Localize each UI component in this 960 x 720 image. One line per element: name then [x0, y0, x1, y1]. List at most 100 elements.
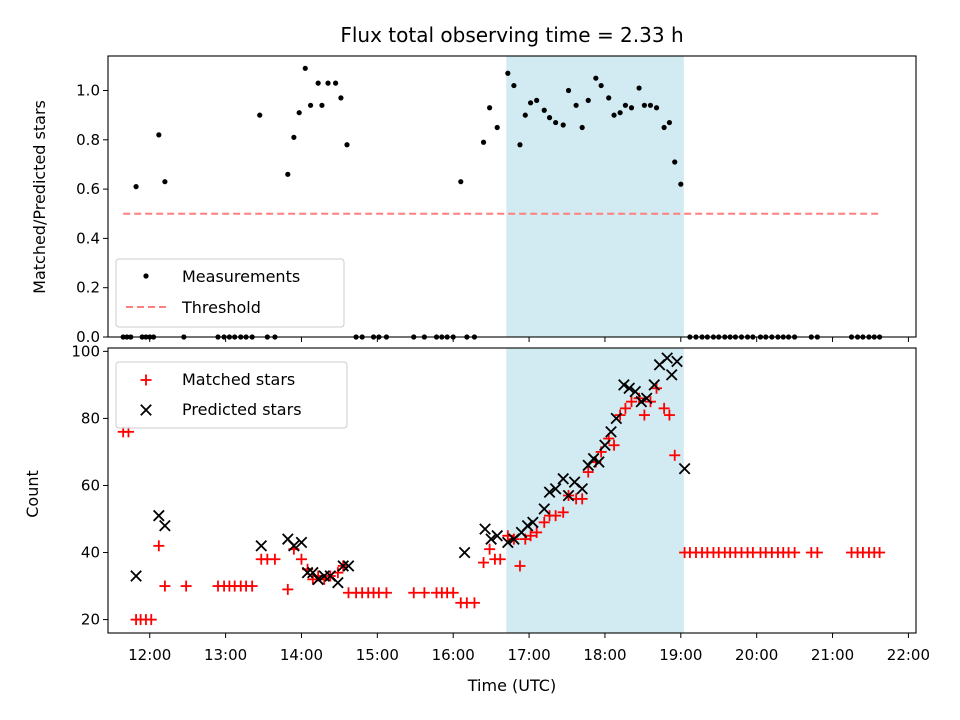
- predicted-stars-point-22-b: [521, 519, 534, 532]
- predicted-stars-point-34-b: [599, 439, 611, 452]
- matched-stars-point-57: [550, 510, 562, 522]
- predicted-stars-point-3-b: [255, 539, 268, 552]
- predicted-stars-point-45-b: [665, 368, 678, 381]
- matched-stars-point-21: [295, 553, 307, 565]
- y-tick-label-1: 0.2: [76, 279, 100, 297]
- measurements-point-31: [344, 142, 350, 148]
- predicted-stars-point-2: [159, 519, 171, 532]
- predicted-stars-point-13: [337, 560, 350, 572]
- matched-stars-point-46: [484, 543, 496, 555]
- measurements-point-28: [325, 80, 331, 86]
- predicted-stars-point-44-b: [661, 352, 673, 364]
- measurements-point-77: [678, 181, 684, 187]
- predicted-stars-point-41-b: [640, 392, 653, 405]
- top-y-axis-label: Matched/Predicted stars: [30, 100, 49, 294]
- top-legend-box: [115, 258, 345, 328]
- bottom-legend-label-matched: Matched stars: [182, 370, 295, 389]
- predicted-stars-point-18-b: [491, 529, 504, 542]
- predicted-stars-point-35-b: [605, 425, 617, 438]
- top-observing-span: [506, 56, 684, 337]
- top-plot-marks: [120, 65, 883, 340]
- x-tick-label-8: 20:00: [735, 646, 778, 664]
- top-legend: Measurements Threshold: [115, 258, 345, 328]
- predicted-stars-point-42: [648, 379, 661, 391]
- bottom-legend: Matched stars Predicted stars: [115, 361, 348, 429]
- matched-stars-point-6: [153, 540, 165, 552]
- predicted-stars-point-40-b: [635, 395, 648, 408]
- predicted-stars-point-26-b: [549, 482, 562, 495]
- matched-stars-point-74: [658, 402, 670, 414]
- measurements-point-72: [647, 102, 654, 108]
- predicted-stars-point-33: [593, 456, 605, 468]
- predicted-stars-point-24: [538, 503, 551, 515]
- matched-stars-series: [117, 382, 886, 626]
- predicted-stars-point-30: [576, 482, 589, 495]
- y-tick-label-3: 80: [81, 409, 100, 427]
- matched-stars-point-58: [557, 506, 569, 518]
- matched-stars-point-53: [525, 530, 537, 542]
- matched-stars-point-54: [531, 526, 543, 538]
- predicted-stars-point-19-b: [501, 536, 514, 549]
- measurements-point-22: [291, 134, 297, 140]
- predicted-stars-point-1: [152, 509, 165, 522]
- predicted-stars-point-44: [661, 352, 673, 364]
- measurements-legend-marker: [143, 273, 149, 279]
- predicted-stars-point-0-b: [130, 570, 142, 582]
- predicted-stars-point-25-b: [543, 486, 556, 499]
- measurements-point-60: [573, 102, 579, 108]
- predicted-legend-glyph: [140, 404, 152, 416]
- predicted-stars-point-30-b: [576, 482, 589, 495]
- observing-window-span: [506, 348, 684, 633]
- y-tick-label-1: 40: [81, 544, 100, 562]
- predicted-stars-point-8: [307, 566, 319, 579]
- predicted-stars-point-12-b: [332, 576, 344, 589]
- y-tick-label-5: 1.0: [76, 82, 100, 100]
- predicted-stars-point-36: [610, 412, 623, 425]
- predicted-stars-point-23-b: [527, 516, 539, 529]
- predicted-stars-point-42-b: [648, 379, 661, 391]
- matched-stars-point-19: [282, 583, 294, 595]
- predicted-stars-point-29-b: [568, 476, 581, 488]
- measurements-point-53: [527, 100, 534, 106]
- y-tick-label-2: 0.4: [76, 229, 100, 247]
- measurements-point-52: [522, 112, 528, 118]
- matched-stars-point-68: [619, 402, 631, 414]
- matched-stars-point-48: [494, 553, 506, 565]
- matched-stars-point-98: [811, 547, 823, 559]
- matched-stars-point-76: [669, 449, 681, 461]
- predicted-stars-point-47-b: [678, 462, 691, 475]
- matched-stars-point-7: [159, 580, 171, 592]
- matched-stars-point-104: [874, 547, 886, 559]
- predicted-stars-point-5-b: [288, 539, 300, 552]
- predicted-stars-point-28: [562, 489, 575, 502]
- measurements-point-21: [285, 171, 291, 177]
- predicted-stars-point-38: [623, 382, 636, 395]
- x-tick-label-6: 18:00: [583, 646, 626, 664]
- measurements-point-49: [505, 70, 511, 76]
- predicted-stars-point-6-b: [295, 536, 308, 549]
- measurements-point-46: [480, 139, 487, 145]
- matched-stars-point-61: [576, 493, 588, 505]
- predicted-stars-point-7-b: [301, 566, 314, 579]
- predicted-stars-point-16: [479, 523, 491, 535]
- x-tick-label-7: 19:00: [659, 646, 702, 664]
- measurements-point-66: [611, 112, 617, 118]
- predicted-legend-glyph-b: [140, 404, 152, 416]
- measurements-point-61: [579, 124, 585, 131]
- predicted-stars-point-35: [605, 425, 617, 438]
- measurements-point-24: [302, 65, 308, 71]
- measurements-point-67: [617, 110, 623, 116]
- measurements-point-59: [565, 87, 572, 94]
- y-tick-label-4: 0.8: [76, 131, 100, 149]
- predicted-stars-point-23: [527, 516, 539, 529]
- measurements-point-47: [487, 105, 493, 111]
- predicted-stars-point-2-b: [159, 519, 171, 532]
- predicted-stars-point-11-b: [324, 570, 337, 582]
- top-legend-label-measurements: Measurements: [182, 267, 300, 286]
- matched-stars-legend-marker: [140, 374, 152, 386]
- predicted-stars-point-37-b: [618, 379, 630, 391]
- bottom-y-axis-label: Count: [23, 470, 42, 518]
- measurements-point-63: [593, 75, 599, 81]
